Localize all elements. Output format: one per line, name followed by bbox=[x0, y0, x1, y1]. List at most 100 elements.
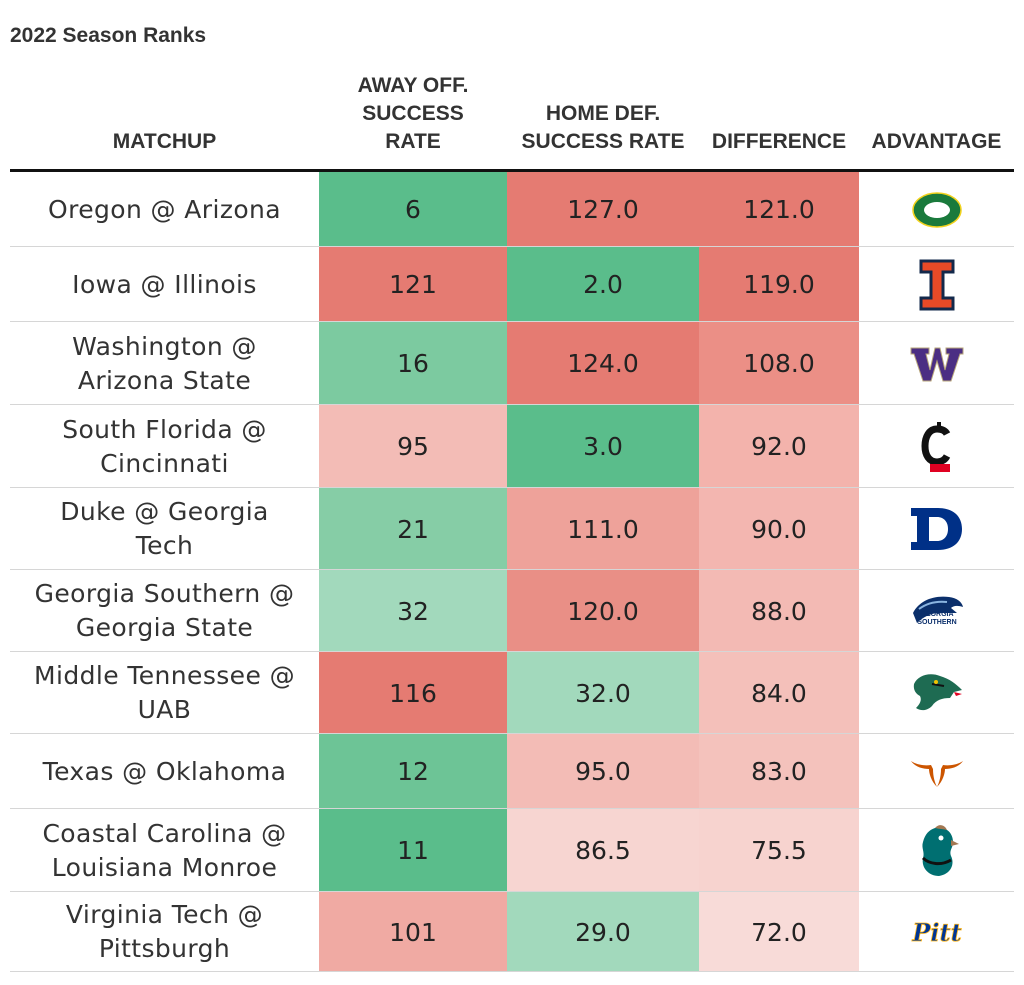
table-subtitle: 2022 Season Ranks bbox=[10, 24, 207, 47]
difference-value: 75.5 bbox=[751, 836, 807, 865]
matchup-cell: Washington @ Arizona State bbox=[10, 322, 319, 405]
advantage-cell bbox=[859, 405, 1014, 488]
difference-value: 72.0 bbox=[751, 917, 807, 947]
away-off-success-rate-value: 101 bbox=[389, 917, 437, 947]
difference-cell: 108.0 bbox=[699, 322, 859, 405]
away-off-success-rate-cell: 6 bbox=[319, 172, 507, 247]
matchup-label: Coastal Carolina @ Louisiana Monroe bbox=[42, 818, 287, 882]
row-separator bbox=[10, 321, 1014, 322]
away-off-success-rate-cell: 11 bbox=[319, 809, 507, 892]
matchup-label: Duke @ Georgia Tech bbox=[60, 497, 269, 560]
home-def-success-rate-cell: 32.0 bbox=[507, 652, 699, 734]
column-header-home-def-success-rate: HOME DEF. SUCCESS RATE bbox=[521, 102, 685, 153]
away-off-success-rate-cell: 101 bbox=[319, 892, 507, 972]
pitt-script-logo: Pitt bbox=[907, 905, 967, 959]
home-def-success-rate-cell: 3.0 bbox=[507, 405, 699, 488]
home-def-success-rate-value: 111.0 bbox=[567, 514, 639, 544]
matchup-label: Washington @ Arizona State bbox=[72, 331, 257, 395]
row-separator bbox=[10, 733, 1014, 734]
advantage-cell: Pitt bbox=[859, 892, 1014, 972]
table-row: Iowa @ Illinois 121 2.0 119.0 bbox=[10, 247, 1014, 322]
away-off-success-rate-cell: 116 bbox=[319, 652, 507, 734]
row-separator bbox=[10, 808, 1014, 809]
home-def-success-rate-cell: 86.5 bbox=[507, 809, 699, 892]
away-off-success-rate-cell: 21 bbox=[319, 488, 507, 570]
uab-dragon-logo bbox=[907, 666, 967, 720]
illinois-i-logo bbox=[907, 258, 967, 312]
matchup-label: Virginia Tech @ Pittsburgh bbox=[65, 900, 264, 963]
home-def-success-rate-value: 127.0 bbox=[567, 195, 639, 224]
difference-cell: 84.0 bbox=[699, 652, 859, 734]
row-separator bbox=[10, 891, 1014, 892]
home-def-success-rate-value: 32.0 bbox=[575, 678, 631, 708]
oregon-o-logo bbox=[907, 183, 967, 237]
difference-cell: 90.0 bbox=[699, 488, 859, 570]
away-off-success-rate-value: 21 bbox=[397, 514, 429, 544]
difference-cell: 83.0 bbox=[699, 734, 859, 809]
table-row: Middle Tennessee @ UAB 116 32.0 84.0 bbox=[10, 652, 1014, 734]
row-separator bbox=[10, 569, 1014, 570]
svg-text:GEORGIA: GEORGIA bbox=[920, 611, 953, 618]
table-row: Texas @ Oklahoma 12 95.0 83.0 bbox=[10, 734, 1014, 809]
matchup-cell: Middle Tennessee @ UAB bbox=[10, 652, 319, 734]
column-header-matchup: MATCHUP bbox=[112, 130, 217, 153]
duke-d-logo bbox=[907, 502, 967, 556]
home-def-success-rate-value: 86.5 bbox=[575, 836, 631, 865]
home-def-success-rate-cell: 2.0 bbox=[507, 247, 699, 322]
advantage-cell bbox=[859, 172, 1014, 247]
svg-text:Pitt: Pitt bbox=[911, 918, 961, 947]
difference-value: 90.0 bbox=[751, 514, 807, 544]
away-off-success-rate-cell: 16 bbox=[319, 322, 507, 405]
difference-value: 84.0 bbox=[751, 678, 807, 708]
cincinnati-c-logo bbox=[907, 420, 967, 474]
table-row: South Florida @ Cincinnati 95 3.0 92.0 bbox=[10, 405, 1014, 488]
home-def-success-rate-value: 95.0 bbox=[575, 757, 631, 786]
matchup-cell: Coastal Carolina @ Louisiana Monroe bbox=[10, 809, 319, 892]
row-separator bbox=[10, 404, 1014, 405]
advantage-cell bbox=[859, 734, 1014, 809]
matchup-cell: Oregon @ Arizona bbox=[10, 172, 319, 247]
advantage-cell bbox=[859, 809, 1014, 892]
away-off-success-rate-value: 32 bbox=[397, 596, 429, 626]
table-row: Duke @ Georgia Tech 21 111.0 90.0 bbox=[10, 488, 1014, 570]
advantage-cell bbox=[859, 322, 1014, 405]
difference-cell: 88.0 bbox=[699, 570, 859, 652]
georgia-southern-eagle-logo: GEORGIA SOUTHERN bbox=[907, 584, 967, 638]
home-def-success-rate-value: 3.0 bbox=[583, 432, 623, 461]
away-off-success-rate-value: 116 bbox=[389, 678, 437, 708]
home-def-success-rate-value: 124.0 bbox=[567, 349, 639, 378]
svg-text:SOUTHERN: SOUTHERN bbox=[917, 619, 956, 626]
away-off-success-rate-value: 6 bbox=[405, 195, 421, 224]
home-def-success-rate-cell: 29.0 bbox=[507, 892, 699, 972]
matchup-cell: Texas @ Oklahoma bbox=[10, 734, 319, 809]
row-separator bbox=[10, 971, 1014, 972]
matchup-cell: Duke @ Georgia Tech bbox=[10, 488, 319, 570]
home-def-success-rate-value: 120.0 bbox=[567, 596, 639, 626]
matchup-cell: South Florida @ Cincinnati bbox=[10, 405, 319, 488]
advantage-cell: GEORGIA SOUTHERN bbox=[859, 570, 1014, 652]
matchup-label: Georgia Southern @ Georgia State bbox=[34, 579, 295, 642]
texas-longhorn-logo bbox=[907, 745, 967, 799]
away-off-success-rate-cell: 12 bbox=[319, 734, 507, 809]
home-def-success-rate-cell: 127.0 bbox=[507, 172, 699, 247]
matchup-cell: Iowa @ Illinois bbox=[10, 247, 319, 322]
matchup-cell: Georgia Southern @ Georgia State bbox=[10, 570, 319, 652]
away-off-success-rate-value: 95 bbox=[397, 432, 429, 461]
difference-value: 92.0 bbox=[751, 432, 807, 461]
table-header: MATCHUP AWAY OFF. SUCCESS RATE HOME DEF.… bbox=[10, 70, 1014, 168]
table-row: Coastal Carolina @ Louisiana Monroe 11 86.… bbox=[10, 809, 1014, 892]
table-row: Georgia Southern @ Georgia State 32 120.0 8… bbox=[10, 570, 1014, 652]
column-header-advantage: ADVANTAGE bbox=[871, 130, 1002, 153]
home-def-success-rate-value: 29.0 bbox=[575, 917, 631, 947]
away-off-success-rate-cell: 121 bbox=[319, 247, 507, 322]
matchup-cell: Virginia Tech @ Pittsburgh bbox=[10, 892, 319, 972]
away-off-success-rate-value: 11 bbox=[397, 836, 429, 865]
advantage-cell bbox=[859, 488, 1014, 570]
home-def-success-rate-cell: 95.0 bbox=[507, 734, 699, 809]
row-separator bbox=[10, 651, 1014, 652]
difference-value: 88.0 bbox=[751, 596, 807, 626]
table-row: Oregon @ Arizona 6 127.0 121.0 bbox=[10, 172, 1014, 247]
row-separator bbox=[10, 487, 1014, 488]
matchup-label: Middle Tennessee @ UAB bbox=[34, 661, 295, 724]
home-def-success-rate-cell: 111.0 bbox=[507, 488, 699, 570]
